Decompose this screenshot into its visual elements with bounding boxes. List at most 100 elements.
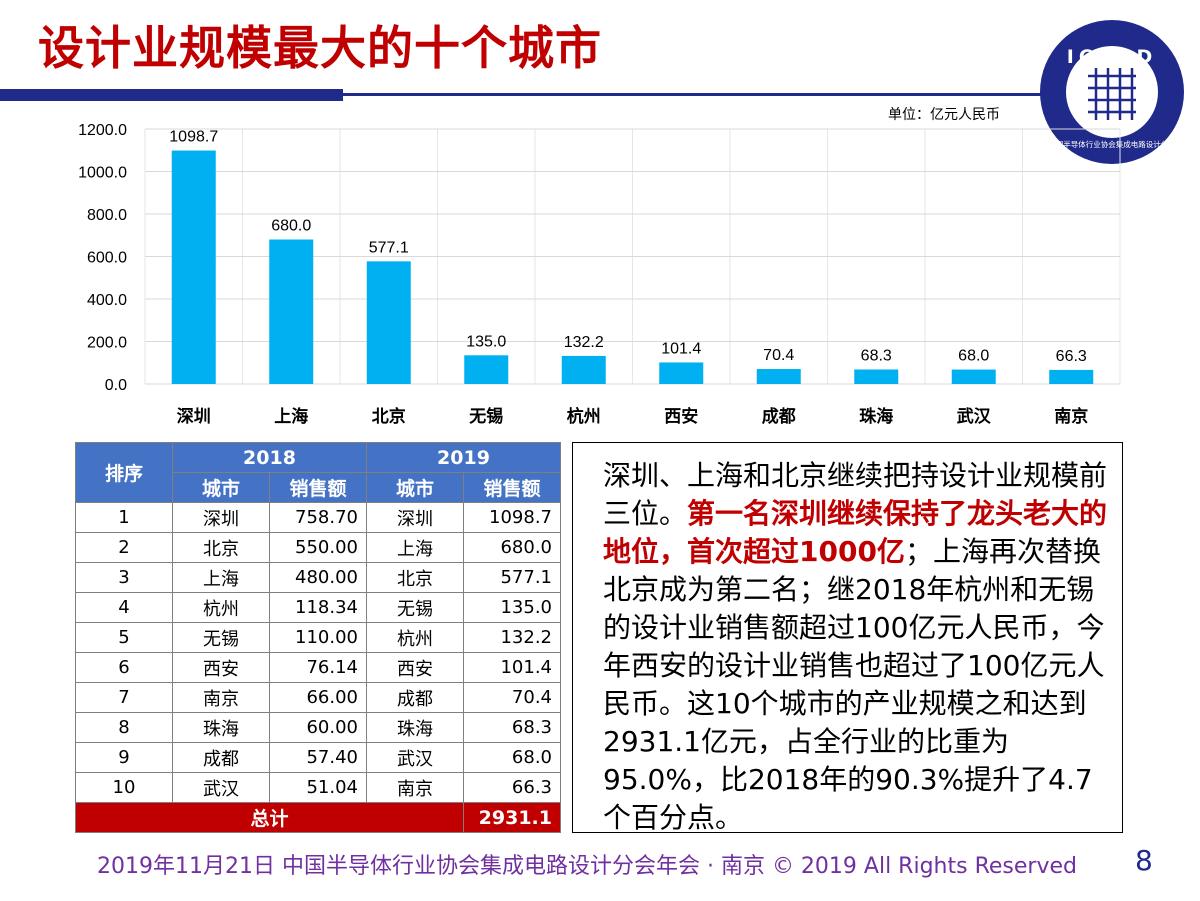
total-label: 总计 (75, 802, 464, 833)
category-label: 西安 (664, 406, 698, 427)
city-2019-cell: 南京 (366, 772, 464, 803)
category-label: 北京 (372, 406, 406, 427)
logo-ring-text: 中国半导体行业协会集成电路设计分会 (1048, 139, 1176, 149)
sales-2018-cell: 550.00 (269, 532, 367, 563)
table-row: 7 南京 66.00 成都 70.4 (75, 682, 561, 713)
bar (951, 369, 996, 384)
bar (659, 362, 704, 384)
category-label: 无锡 (468, 406, 503, 427)
bar-value-label: 66.3 (1056, 348, 1087, 365)
header-year-2019: 2019 (366, 442, 561, 473)
sales-2018-cell: 76.14 (269, 652, 367, 683)
total-row: 总计 2931.1 (75, 802, 561, 833)
bar-value-label: 70.4 (763, 347, 794, 364)
y-tick-label: 600.0 (87, 250, 127, 267)
summary-part2: ；上海再次替换北京成为第二名；继2018年杭州和无锡的设计业销售额超过100亿元… (603, 535, 1105, 834)
table-row: 4 杭州 118.34 无锡 135.0 (75, 592, 561, 623)
city-2018-cell: 成都 (172, 742, 270, 773)
rank-cell: 1 (75, 502, 173, 533)
city-2019-cell: 深圳 (366, 502, 464, 533)
city-2018-cell: 珠海 (172, 712, 270, 743)
city-2018-cell: 深圳 (172, 502, 270, 533)
rank-cell: 7 (75, 682, 173, 713)
header-rank: 排序 (75, 442, 173, 503)
iccad-logo: ICCAD 中国半导体行业协会集成电路设计分会 (1040, 20, 1184, 164)
table-row: 6 西安 76.14 西安 101.4 (75, 652, 561, 683)
bar (1049, 369, 1094, 384)
bar-value-label: 68.0 (958, 348, 989, 365)
logo-text: ICCAD (1067, 46, 1157, 68)
category-label: 杭州 (567, 406, 601, 427)
table-row: 10 武汉 51.04 南京 66.3 (75, 772, 561, 803)
sales-2018-cell: 57.40 (269, 742, 367, 773)
y-tick-label: 1000.0 (78, 165, 127, 182)
category-label: 珠海 (859, 406, 893, 427)
sales-2018-cell: 60.00 (269, 712, 367, 743)
city-2019-cell: 武汉 (366, 742, 464, 773)
sales-2018-cell: 758.70 (269, 502, 367, 533)
rank-cell: 9 (75, 742, 173, 773)
sales-2019-cell: 101.4 (463, 652, 561, 683)
city-2018-cell: 上海 (172, 562, 270, 593)
sales-2019-cell: 1098.7 (463, 502, 561, 533)
city-2018-cell: 西安 (172, 652, 270, 683)
bar-value-label: 1098.7 (169, 129, 218, 146)
city-2019-cell: 杭州 (366, 622, 464, 653)
rank-cell: 10 (75, 772, 173, 803)
table-row: 1 深圳 758.70 深圳 1098.7 (75, 502, 561, 533)
ranking-table: 排序 2018 2019 城市 销售额 城市 销售额 1 深圳 758.70 深圳 10… (75, 442, 561, 833)
bar (171, 150, 216, 384)
sales-2019-cell: 70.4 (463, 682, 561, 713)
bar (561, 355, 606, 384)
city-2019-cell: 上海 (366, 532, 464, 563)
city-2019-cell: 成都 (366, 682, 464, 713)
header-year-2018: 2018 (172, 442, 367, 473)
sales-2018-cell: 118.34 (269, 592, 367, 623)
table-row: 8 珠海 60.00 珠海 68.3 (75, 712, 561, 743)
rank-cell: 2 (75, 532, 173, 563)
sales-2018-cell: 110.00 (269, 622, 367, 653)
table-row: 2 北京 550.00 上海 680.0 (75, 532, 561, 563)
category-label: 成都 (762, 406, 796, 427)
y-tick-label: 800.0 (87, 207, 127, 224)
header-sales-2018: 销售额 (269, 472, 367, 503)
summary-highlight: 第一名深圳继续保持了龙头老大的地位，首次超过1000亿 (603, 497, 1108, 568)
sales-2019-cell: 680.0 (463, 532, 561, 563)
rank-cell: 6 (75, 652, 173, 683)
bar-value-label: 680.0 (271, 218, 311, 235)
bar (756, 369, 801, 384)
bar (366, 261, 411, 384)
header-city-2018: 城市 (172, 472, 270, 503)
city-2019-cell: 珠海 (366, 712, 464, 743)
rank-cell: 4 (75, 592, 173, 623)
bar (464, 355, 509, 384)
city-2018-cell: 武汉 (172, 772, 270, 803)
slide-title: 设计业规模最大的十个城市 (38, 21, 602, 75)
y-tick-label: 400.0 (87, 292, 127, 309)
city-2018-cell: 无锡 (172, 622, 270, 653)
sales-2019-cell: 68.0 (463, 742, 561, 773)
table-row: 9 成都 57.40 武汉 68.0 (75, 742, 561, 773)
rank-cell: 8 (75, 712, 173, 743)
category-label: 南京 (1054, 406, 1088, 427)
city-2018-cell: 南京 (172, 682, 270, 713)
sales-2018-cell: 480.00 (269, 562, 367, 593)
sales-2019-cell: 135.0 (463, 592, 561, 623)
rank-cell: 3 (75, 562, 173, 593)
summary-part1: 深圳、上海和北京继续把持设计业规模前三位。 (603, 459, 1108, 530)
sales-2019-cell: 577.1 (463, 562, 561, 593)
y-tick-label: 200.0 (87, 335, 127, 352)
category-label: 武汉 (957, 406, 992, 427)
sales-2018-cell: 66.00 (269, 682, 367, 713)
header-city-2019: 城市 (366, 472, 464, 503)
bar-chart: 0.0 200.0 400.0 600.0 800.0 1000.0 1200.0 1098.… (78, 122, 1121, 427)
title-underline-thin (343, 93, 1043, 96)
rank-cell: 5 (75, 622, 173, 653)
title-underline-thick (0, 89, 343, 101)
header-sales-2019: 销售额 (463, 472, 561, 503)
bar-value-label: 101.4 (661, 340, 701, 357)
bar-value-label: 132.2 (564, 334, 604, 351)
city-2019-cell: 无锡 (366, 592, 464, 623)
sales-2019-cell: 66.3 (463, 772, 561, 803)
sales-2019-cell: 132.2 (463, 622, 561, 653)
